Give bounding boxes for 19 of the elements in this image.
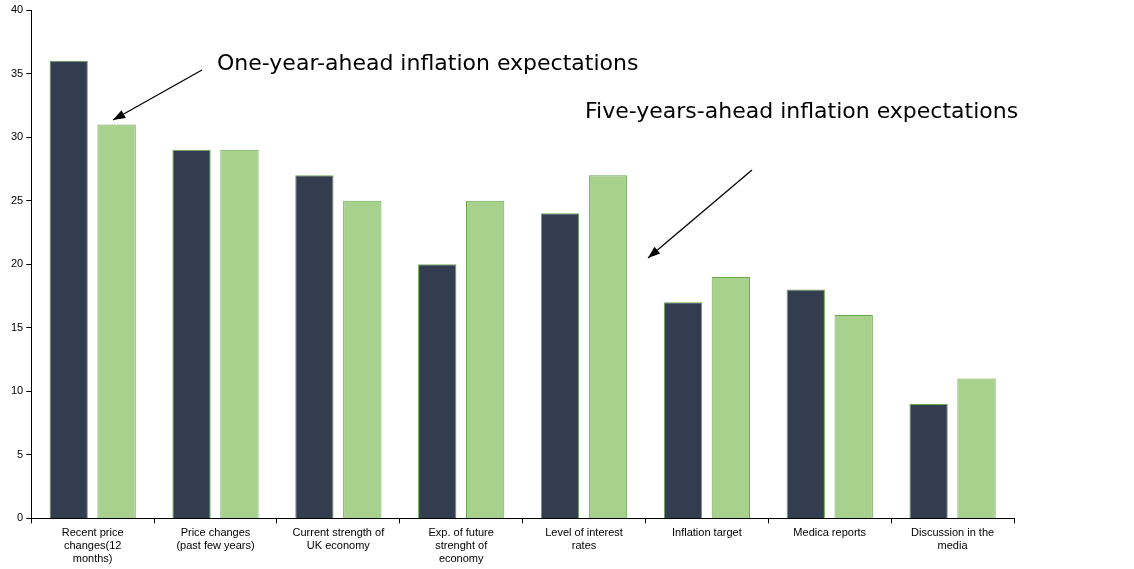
x-tick-label: Recent price changes(12 months) [61, 526, 124, 565]
x-tick-label: Discussion in the media [911, 526, 995, 552]
y-tick-label: 40 [10, 3, 24, 16]
y-tick-label: 20 [10, 257, 24, 270]
y-tick-label: 10 [10, 384, 24, 397]
y-tick-label: 30 [10, 130, 24, 143]
x-tick-label: Level of interest rates [545, 526, 623, 552]
x-tick-label: Current strength of UK economy [292, 526, 386, 552]
y-tick-label: 0 [17, 511, 24, 524]
y-tick-label: 15 [10, 320, 24, 333]
x-tick-label: Price changes (past few years) [176, 526, 255, 552]
y-tick-label: 5 [17, 447, 24, 460]
x-tick-label: Medica reports [793, 526, 867, 539]
y-tick-label: 25 [10, 193, 24, 206]
annotation: One-year-ahead inflation expectations [217, 49, 639, 75]
annotation: Five-years-ahead inflation expectations [585, 97, 1019, 123]
x-tick-label: Inflation target [672, 526, 742, 539]
x-tick-label: Exp. of future strenght of economy [428, 526, 494, 565]
y-tick-label: 35 [10, 66, 24, 79]
